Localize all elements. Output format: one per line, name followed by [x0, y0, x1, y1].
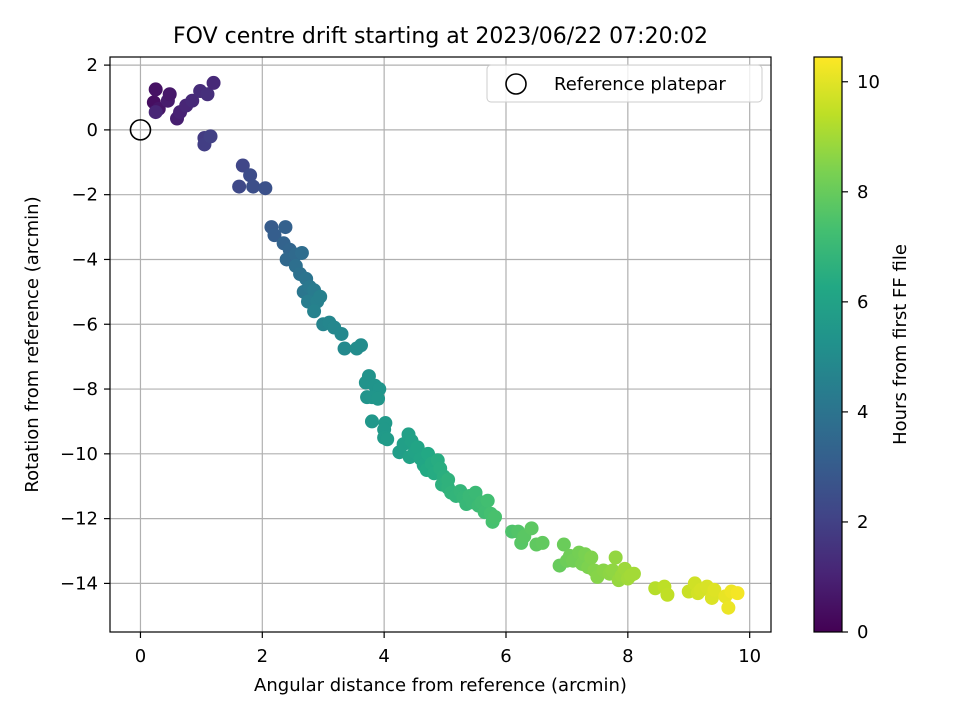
data-point — [307, 304, 322, 319]
colorbar-tick-label: 10 — [857, 72, 880, 93]
data-point — [371, 391, 386, 406]
y-tick-label: −14 — [60, 573, 98, 594]
data-point — [278, 220, 293, 235]
data-point — [232, 179, 247, 194]
colorbar-tick-label: 8 — [857, 182, 868, 203]
data-point — [258, 181, 273, 196]
y-tick-label: −8 — [71, 379, 98, 400]
data-point — [203, 129, 218, 144]
grid-lines — [110, 57, 771, 632]
x-tick-label: 0 — [135, 646, 146, 667]
data-point — [337, 341, 352, 356]
x-tick-label: 10 — [738, 646, 761, 667]
data-point — [206, 75, 221, 90]
data-point — [730, 586, 745, 601]
reference-point-marker — [129, 119, 152, 141]
y-axis-ticks: 2 0 −2 −4 −6 −8 −10 −12 −14 — [60, 55, 110, 594]
y-tick-label: −6 — [71, 314, 98, 335]
legend: Reference platepar — [486, 64, 763, 103]
colorbar-tick-label: 0 — [857, 622, 868, 643]
data-points — [146, 75, 745, 615]
colorbar-label: Hours from first FF file — [890, 244, 911, 445]
y-tick-label: −2 — [71, 185, 98, 206]
data-point — [200, 87, 215, 102]
data-point — [524, 521, 539, 536]
data-point — [660, 587, 675, 602]
data-point — [334, 326, 349, 341]
data-point — [353, 338, 368, 353]
y-tick-label: −4 — [71, 249, 98, 270]
data-point — [707, 582, 722, 597]
data-point — [380, 432, 395, 447]
data-point — [535, 535, 550, 550]
colorbar-gradient — [813, 56, 843, 633]
data-point — [608, 550, 623, 565]
data-point — [410, 440, 425, 455]
data-point — [243, 168, 258, 183]
colorbar: 0 2 4 6 8 10 Hours from first FF file — [813, 56, 911, 643]
x-tick-label: 2 — [257, 646, 268, 667]
data-point — [556, 537, 571, 552]
y-tick-label: −10 — [60, 444, 98, 465]
data-point — [162, 87, 177, 102]
data-point — [480, 493, 495, 508]
colorbar-tick-label: 4 — [857, 402, 868, 423]
data-point — [148, 82, 163, 97]
data-point — [246, 179, 261, 194]
y-tick-label: 2 — [87, 55, 98, 76]
data-point — [488, 510, 503, 524]
data-point — [584, 550, 599, 565]
colorbar-ticks: 0 2 4 6 8 10 — [842, 72, 880, 643]
data-point — [235, 158, 250, 173]
data-point — [267, 228, 282, 243]
data-point — [185, 93, 200, 108]
data-point — [626, 566, 641, 581]
data-point — [364, 414, 379, 429]
legend-label: Reference platepar — [554, 74, 726, 95]
plot-frame — [109, 56, 772, 633]
chart-title: FOV centre drift starting at 2023/06/22 … — [173, 24, 708, 49]
data-point — [294, 245, 309, 260]
data-point — [441, 472, 456, 487]
x-tick-label: 8 — [622, 646, 633, 667]
colorbar-tick-label: 6 — [857, 292, 868, 313]
y-axis-label: Rotation from reference (arcmin) — [22, 196, 43, 492]
data-point — [721, 600, 736, 615]
x-axis-ticks: 0 2 4 6 8 10 — [135, 632, 761, 667]
y-tick-label: 0 — [87, 120, 98, 141]
data-point — [313, 289, 328, 304]
data-point — [148, 105, 163, 120]
y-tick-label: −12 — [60, 509, 98, 530]
x-tick-label: 4 — [378, 646, 389, 667]
x-tick-label: 6 — [500, 646, 511, 667]
x-axis-label: Angular distance from reference (arcmin) — [254, 675, 627, 696]
legend-box — [486, 64, 763, 103]
legend-marker — [505, 73, 527, 95]
colorbar-tick-label: 2 — [857, 512, 868, 533]
